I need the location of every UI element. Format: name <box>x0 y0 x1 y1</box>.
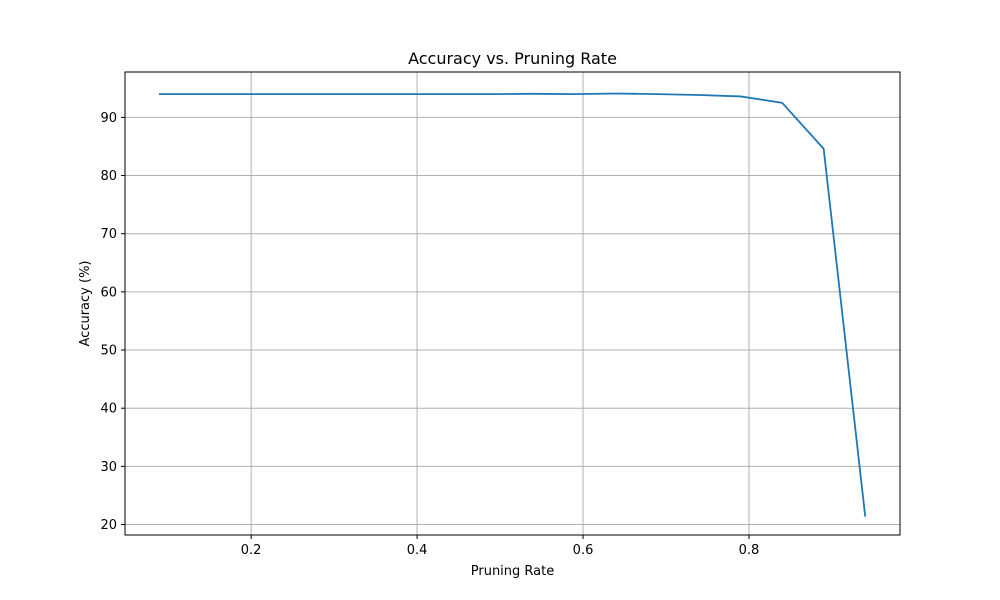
x-tick-label: 0.4 <box>407 543 428 558</box>
plot-frame <box>124 71 901 536</box>
accuracy-series-line <box>158 92 867 517</box>
y-tick-label: 20 <box>100 518 117 533</box>
chart-title: Accuracy vs. Pruning Rate <box>408 49 617 68</box>
x-tick-label: 0.8 <box>739 543 760 558</box>
y-tick-label: 60 <box>100 285 117 300</box>
y-tick-label: 40 <box>100 402 117 417</box>
y-axis-label: Accuracy (%) <box>78 261 93 347</box>
x-tick-label: 0.6 <box>573 543 594 558</box>
y-tick-label: 90 <box>100 111 117 126</box>
x-axis-label: Pruning Rate <box>471 564 554 579</box>
ticks: 0.2 0.4 0.6 0.8 20 30 40 50 60 70 80 90 <box>100 111 759 558</box>
x-tick-label: 0.2 <box>241 543 262 558</box>
y-tick-label: 50 <box>100 344 117 359</box>
y-tick-label: 80 <box>100 169 117 184</box>
y-tick-label: 70 <box>100 227 117 242</box>
series-layer <box>158 92 867 517</box>
y-tick-label: 30 <box>100 460 117 475</box>
grid <box>125 72 900 535</box>
